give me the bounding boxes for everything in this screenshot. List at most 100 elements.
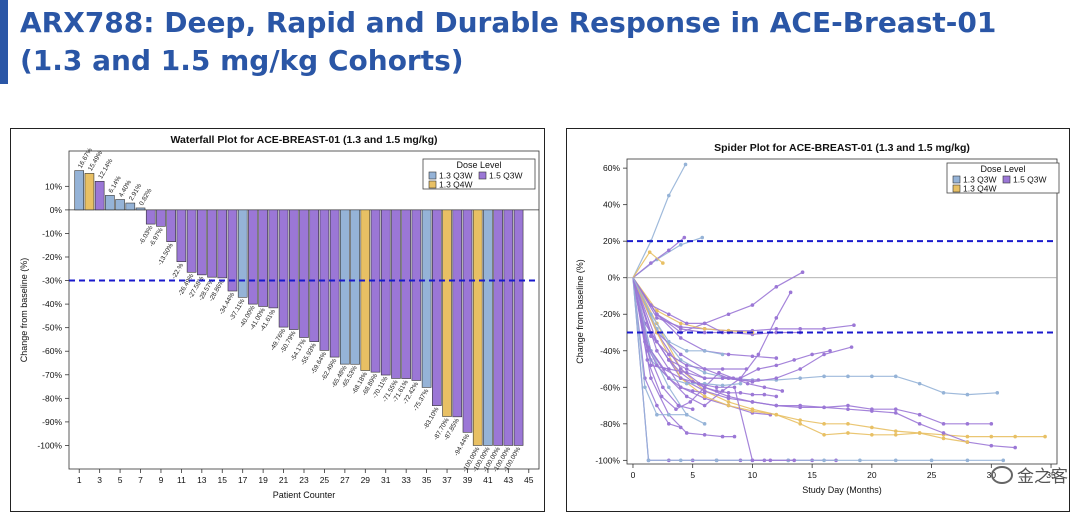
data-point — [645, 348, 650, 353]
bar — [207, 209, 217, 278]
x-tick-label: 45 — [524, 475, 534, 485]
bar — [370, 209, 381, 373]
data-point — [678, 336, 683, 340]
y-tick-label: 0% — [608, 273, 621, 283]
bar — [94, 180, 105, 211]
data-point — [690, 389, 695, 393]
series-line — [632, 277, 753, 334]
data-point — [870, 374, 874, 379]
data-point — [655, 308, 659, 313]
data-point — [774, 394, 779, 399]
data-point — [798, 418, 802, 422]
bar — [329, 209, 340, 358]
bar — [74, 170, 85, 211]
bar — [84, 173, 95, 211]
data-point — [893, 458, 898, 463]
chart-title: Spider Plot for ACE-BREAST-01 (1.3 and 1… — [714, 142, 970, 154]
bar — [115, 199, 125, 211]
data-point — [684, 367, 689, 371]
x-tick-label: 35 — [422, 475, 432, 485]
data-point — [780, 389, 785, 393]
data-point — [1001, 458, 1006, 463]
data-point — [684, 363, 689, 368]
series — [632, 270, 805, 335]
bar — [197, 209, 207, 276]
legend-label-q3w15: 1.5 Q3W — [489, 171, 523, 181]
data-point — [774, 327, 779, 331]
bar — [288, 209, 299, 330]
series-line — [632, 277, 1004, 461]
series-line — [632, 277, 795, 461]
series — [632, 277, 689, 417]
data-point — [756, 367, 761, 371]
spider-panel: Spider Plot for ACE-BREAST-01 (1.3 and 1… — [566, 128, 1070, 512]
wechat-icon — [991, 465, 1013, 484]
data-point — [643, 339, 647, 344]
y-tick-label: 60% — [603, 163, 620, 173]
data-point — [738, 381, 743, 386]
legend-label-q3w15: 1.5 Q3W — [1013, 175, 1047, 185]
data-point — [655, 312, 659, 317]
data-point — [792, 358, 797, 362]
bar — [340, 209, 350, 365]
bar — [391, 209, 401, 379]
data-point — [720, 434, 725, 439]
data-point — [667, 358, 671, 362]
data-point — [683, 162, 688, 167]
bar — [237, 209, 248, 298]
data-point — [647, 250, 652, 254]
data-point — [702, 330, 707, 335]
series — [632, 277, 725, 357]
data-point — [744, 367, 749, 371]
series — [632, 250, 665, 279]
bar — [125, 202, 136, 211]
x-tick-label: 41 — [483, 475, 493, 485]
data-point — [774, 363, 779, 368]
slide-title: ARX788: Deep, Rapid and Durable Response… — [20, 4, 996, 80]
legend-box — [422, 158, 536, 190]
data-point — [732, 385, 737, 390]
data-point — [678, 352, 683, 357]
data-point — [917, 381, 922, 386]
y-tick-label: -40% — [600, 346, 620, 356]
series-line — [632, 237, 685, 279]
bar — [401, 209, 411, 379]
x-tick-label: 25 — [927, 470, 937, 480]
bar — [411, 209, 422, 381]
data-point — [661, 385, 665, 390]
data-point — [800, 270, 805, 275]
data-point — [684, 431, 689, 435]
data-point — [690, 407, 695, 412]
x-tick-label: 13 — [197, 475, 207, 485]
series-line — [632, 277, 854, 332]
data-point — [655, 412, 659, 417]
data-point — [702, 367, 707, 371]
data-point — [852, 323, 856, 327]
waterfall-chart: Waterfall Plot for ACE-BREAST-01 (1.3 an… — [19, 134, 540, 500]
data-point — [720, 367, 725, 371]
legend-swatch-q3w13 — [952, 175, 961, 184]
data-point — [1043, 434, 1047, 439]
data-point — [700, 235, 705, 240]
y-tick-label: -90% — [42, 417, 62, 427]
watermark: 金之客 — [991, 462, 1068, 487]
x-tick-label: 43 — [504, 475, 514, 485]
data-point — [846, 403, 850, 408]
bar — [472, 209, 483, 446]
data-point — [655, 363, 659, 368]
y-tick-label: -60% — [600, 382, 620, 392]
data-point — [893, 374, 898, 379]
data-point — [714, 389, 719, 393]
y-tick-label: -100% — [595, 455, 620, 465]
series-line — [632, 277, 783, 410]
y-tick-label: -40% — [42, 299, 62, 309]
data-point — [655, 316, 659, 320]
data-point — [726, 396, 731, 401]
bar — [442, 209, 452, 417]
data-point — [667, 352, 671, 357]
data-point — [678, 327, 683, 331]
data-point — [702, 327, 707, 331]
bar — [268, 209, 279, 309]
data-point — [1013, 445, 1017, 450]
x-tick-label: 39 — [463, 475, 473, 485]
